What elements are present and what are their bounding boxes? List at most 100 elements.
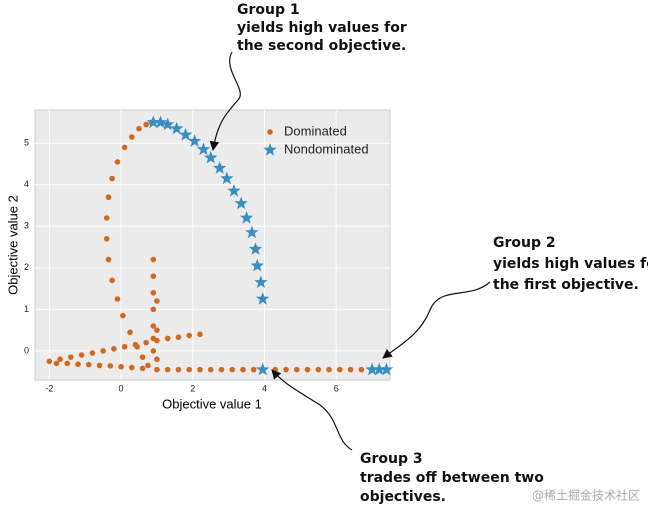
annotation: objectives. xyxy=(360,489,446,505)
point xyxy=(107,363,114,369)
plot-area xyxy=(34,109,391,381)
point xyxy=(150,256,157,263)
star xyxy=(153,115,168,129)
point xyxy=(250,366,257,373)
point xyxy=(139,365,146,372)
arrow xyxy=(209,51,241,151)
point xyxy=(105,256,112,263)
point xyxy=(154,337,160,344)
point xyxy=(103,235,110,242)
point xyxy=(143,339,149,346)
y-tick-label: 1 xyxy=(24,304,29,314)
star xyxy=(239,211,254,224)
point xyxy=(150,348,157,354)
point xyxy=(150,289,157,296)
star xyxy=(161,117,175,131)
annotation: Group 1 xyxy=(237,2,300,18)
point xyxy=(111,346,117,352)
point xyxy=(103,215,110,221)
point xyxy=(85,361,92,368)
x-tick-label: 6 xyxy=(334,383,339,393)
star xyxy=(254,275,268,288)
annotation: yields high values for xyxy=(237,20,407,36)
point xyxy=(53,360,60,367)
point xyxy=(68,354,74,360)
star xyxy=(220,171,234,185)
point xyxy=(197,331,203,338)
point xyxy=(109,277,115,284)
star xyxy=(372,362,386,376)
point xyxy=(120,312,126,319)
annotation: trades off between two xyxy=(360,470,544,486)
star xyxy=(365,362,379,376)
star xyxy=(204,150,218,164)
point xyxy=(118,363,124,370)
point xyxy=(89,350,96,356)
y-axis-label: Objective value 2 xyxy=(5,195,20,295)
star xyxy=(245,225,259,239)
x-tick-label: 0 xyxy=(119,383,124,393)
star xyxy=(227,184,241,197)
star xyxy=(379,362,394,376)
star xyxy=(248,242,263,255)
point xyxy=(358,366,365,373)
x-axis-label: Objective value 1 xyxy=(162,396,262,411)
point xyxy=(136,125,142,132)
point xyxy=(64,360,71,367)
point xyxy=(186,332,192,339)
point xyxy=(304,366,311,373)
point xyxy=(121,343,128,350)
legend-label: Nondominated xyxy=(284,141,369,156)
point xyxy=(57,356,63,363)
star xyxy=(256,292,270,305)
point xyxy=(347,366,354,373)
point xyxy=(129,364,135,371)
watermark: @稀土掘金技术社区 xyxy=(532,488,640,503)
point xyxy=(154,366,160,373)
point xyxy=(132,341,139,348)
point xyxy=(197,366,203,373)
point xyxy=(75,361,81,368)
legend-label: Dominated xyxy=(284,123,347,138)
point xyxy=(143,121,149,128)
point xyxy=(154,298,160,304)
point xyxy=(78,352,85,358)
point xyxy=(105,194,112,201)
point xyxy=(96,362,103,369)
point xyxy=(175,334,182,341)
point xyxy=(186,366,192,373)
y-tick-label: 2 xyxy=(24,262,29,272)
star xyxy=(146,115,160,129)
x-tick-label: 4 xyxy=(262,383,267,393)
point xyxy=(109,175,115,182)
point xyxy=(240,366,246,373)
point xyxy=(150,273,157,279)
point xyxy=(100,348,106,354)
point xyxy=(207,366,214,373)
point xyxy=(154,356,160,363)
point xyxy=(150,306,157,313)
point xyxy=(218,366,225,373)
point xyxy=(175,366,182,373)
annotation: Group 3 xyxy=(360,451,423,467)
point xyxy=(121,144,128,151)
y-tick-label: 5 xyxy=(24,138,29,148)
annotation: yields high values for xyxy=(493,256,648,272)
star xyxy=(213,161,227,174)
annotation: Group 2 xyxy=(493,235,556,251)
star xyxy=(234,196,248,210)
star xyxy=(256,362,270,376)
annotation: the first objective. xyxy=(493,277,639,293)
point xyxy=(267,129,273,135)
star xyxy=(196,142,211,156)
point xyxy=(145,362,151,369)
star xyxy=(250,258,264,272)
point xyxy=(293,366,300,373)
point xyxy=(164,335,171,342)
point xyxy=(229,366,236,373)
point xyxy=(127,329,133,336)
point xyxy=(326,366,332,373)
point xyxy=(114,296,121,302)
y-tick-label: 4 xyxy=(24,179,29,189)
